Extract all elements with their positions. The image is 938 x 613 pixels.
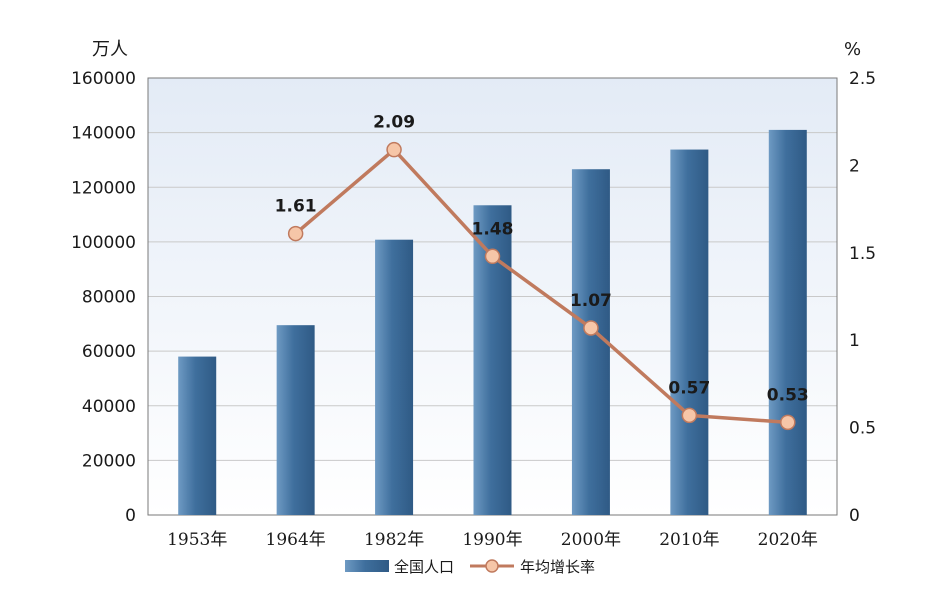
legend-line-label: 年均增长率 bbox=[520, 558, 595, 576]
y-right-tick-label: 0 bbox=[849, 506, 860, 526]
bar bbox=[178, 356, 217, 515]
line-point bbox=[287, 225, 304, 242]
x-axis-ticks: 1953年 1964年 1982年 1990年 2000年 2010年 2020年 bbox=[167, 530, 818, 550]
legend: 全国人口 年均增长率 bbox=[345, 558, 595, 576]
bar-series bbox=[178, 129, 807, 516]
line-data-label: 0.57 bbox=[668, 378, 710, 398]
line-data-label: 1.61 bbox=[275, 197, 317, 217]
right-axis-ticks: 0 0.5 1 1.5 2 2.5 bbox=[849, 69, 876, 526]
y-left-tick-label: 80000 bbox=[82, 288, 136, 308]
y-left-tick-label: 40000 bbox=[82, 397, 136, 417]
line-point bbox=[386, 141, 402, 158]
line-data-label: 0.53 bbox=[767, 385, 809, 405]
legend-line-marker bbox=[485, 559, 499, 573]
right-axis-unit: % bbox=[844, 39, 861, 60]
line-point bbox=[583, 320, 599, 336]
y-left-tick-label: 60000 bbox=[82, 342, 136, 362]
line-point bbox=[484, 248, 501, 265]
y-right-tick-label: 1 bbox=[849, 331, 860, 351]
line-data-label: 1.48 bbox=[472, 219, 514, 239]
y-right-tick-label: 1.5 bbox=[849, 244, 876, 264]
line-point bbox=[681, 407, 698, 424]
x-tick-label: 1982年 bbox=[364, 530, 424, 550]
bar bbox=[375, 239, 414, 515]
y-left-tick-label: 20000 bbox=[82, 451, 136, 471]
left-axis-unit: 万人 bbox=[92, 39, 128, 60]
line-point bbox=[780, 414, 796, 431]
x-tick-label: 2000年 bbox=[561, 530, 621, 550]
x-tick-label: 2020年 bbox=[758, 530, 818, 550]
y-left-tick-label: 100000 bbox=[71, 233, 136, 253]
data-labels: 1.61 2.09 1.48 1.07 0.57 0.53 bbox=[275, 113, 809, 406]
x-tick-label: 2010年 bbox=[659, 530, 719, 550]
bar bbox=[768, 129, 807, 516]
y-left-tick-label: 120000 bbox=[71, 178, 136, 198]
x-tick-label: 1990年 bbox=[462, 530, 522, 550]
y-left-tick-label: 140000 bbox=[71, 124, 136, 144]
y-right-tick-label: 2 bbox=[849, 156, 860, 176]
y-left-tick-label: 160000 bbox=[71, 69, 136, 89]
line-data-label: 2.09 bbox=[373, 113, 415, 133]
line-series bbox=[287, 141, 796, 431]
growth-rate-line bbox=[294, 147, 788, 425]
y-right-tick-label: 0.5 bbox=[849, 419, 876, 439]
left-axis-ticks: 0 20000 40000 60000 80000 100000 120000 140000 1… bbox=[71, 69, 136, 526]
bar bbox=[276, 325, 315, 515]
x-tick-label: 1964年 bbox=[266, 530, 326, 550]
y-right-tick-label: 2.5 bbox=[849, 69, 876, 89]
legend-bar-label: 全国人口 bbox=[394, 558, 454, 576]
x-tick-label: 1953年 bbox=[167, 530, 227, 550]
line-data-label: 1.07 bbox=[570, 291, 612, 311]
y-left-tick-label: 0 bbox=[125, 506, 136, 526]
bar bbox=[571, 169, 610, 515]
legend-bar-swatch bbox=[345, 560, 389, 572]
bar bbox=[670, 149, 709, 515]
